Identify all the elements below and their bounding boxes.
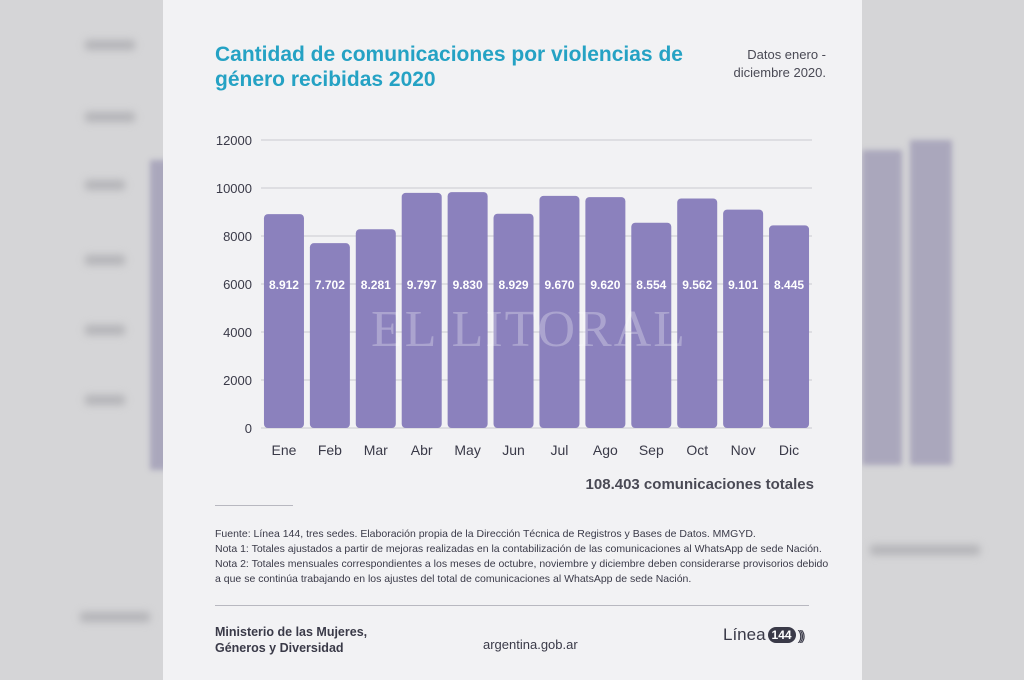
x-tick-label: Ago xyxy=(593,442,618,458)
data-label: 9.830 xyxy=(453,278,483,292)
y-tick-label: 0 xyxy=(245,421,252,436)
logo-number: 144 xyxy=(767,627,796,643)
data-label: 8.929 xyxy=(499,278,529,292)
ministry-name: Ministerio de las Mujeres, Géneros y Div… xyxy=(215,624,367,656)
x-tick-label: Mar xyxy=(364,442,388,458)
bar-mar xyxy=(355,229,396,428)
x-tick-label: Ene xyxy=(271,442,296,458)
divider xyxy=(215,505,293,506)
y-tick-label: 12000 xyxy=(216,133,252,148)
chart-title: Cantidad de comunicaciones por violencia… xyxy=(215,43,683,91)
note-1: Nota 1: Totales ajustados a partir de me… xyxy=(215,543,822,555)
data-label: 8.445 xyxy=(774,278,804,292)
data-label: 9.670 xyxy=(544,278,574,292)
data-label: 9.797 xyxy=(407,278,437,292)
bar-dic xyxy=(769,225,810,428)
bar-chart: 0 2000 4000 6000 8000 10000 12000 8.912 Ene 7.70… xyxy=(216,133,812,458)
y-tick-label: 8000 xyxy=(223,229,252,244)
infographic-card: Cantidad de comunicaciones por violencia… xyxy=(163,0,862,680)
source-note: Fuente: Línea 144, tres sedes. Elaboraci… xyxy=(215,528,756,540)
notes-block: Fuente: Línea 144, tres sedes. Elaboraci… xyxy=(215,527,835,587)
bar-oct xyxy=(677,198,718,428)
x-tick-label: Jun xyxy=(502,442,525,458)
x-tick-label: Abr xyxy=(411,442,433,458)
x-tick-label: Feb xyxy=(318,442,342,458)
note-2: Nota 2: Totales mensuales correspondient… xyxy=(215,558,829,585)
bar-jun xyxy=(493,213,534,428)
ministry-line-1: Ministerio de las Mujeres, xyxy=(215,625,368,639)
data-label: 9.620 xyxy=(590,278,620,292)
x-tick-label: Nov xyxy=(731,442,756,458)
signal-waves-icon: ))) xyxy=(797,627,806,643)
bar-abr xyxy=(401,192,442,428)
data-label: 9.101 xyxy=(728,278,758,292)
x-tick-label: May xyxy=(454,442,480,458)
data-label: 8.554 xyxy=(636,278,666,292)
bar-ene xyxy=(263,214,304,428)
x-tick-label: Oct xyxy=(686,442,708,458)
bar-may xyxy=(447,192,488,428)
total-communications: 108.403 comunicaciones totales xyxy=(585,476,814,493)
data-label: 8.281 xyxy=(361,278,391,292)
y-tick-label: 10000 xyxy=(216,181,252,196)
watermark: EL LITORAL xyxy=(371,301,688,358)
ministry-line-2: Géneros y Diversidad xyxy=(215,641,344,655)
x-tick-label: Sep xyxy=(639,442,664,458)
y-tick-label: 4000 xyxy=(223,325,252,340)
y-tick-label: 6000 xyxy=(223,277,252,292)
logo-text: Línea xyxy=(723,625,766,644)
bar-sep xyxy=(631,222,672,428)
date-range: Datos enero -diciembre 2020. xyxy=(733,47,827,80)
data-label: 7.702 xyxy=(315,278,345,292)
data-label: 9.562 xyxy=(682,278,712,292)
bar-jul xyxy=(539,195,580,428)
y-tick-label: 2000 xyxy=(223,373,252,388)
bar-nov xyxy=(723,209,764,428)
divider xyxy=(215,605,809,606)
bar-feb xyxy=(309,243,350,428)
x-tick-label: Jul xyxy=(551,442,569,458)
website-link[interactable]: argentina.gob.ar xyxy=(483,637,578,652)
linea-144-logo: Línea 144 ))) xyxy=(723,625,806,645)
data-label: 8.912 xyxy=(269,278,299,292)
x-tick-label: Dic xyxy=(779,442,799,458)
bar-ago xyxy=(585,197,626,428)
